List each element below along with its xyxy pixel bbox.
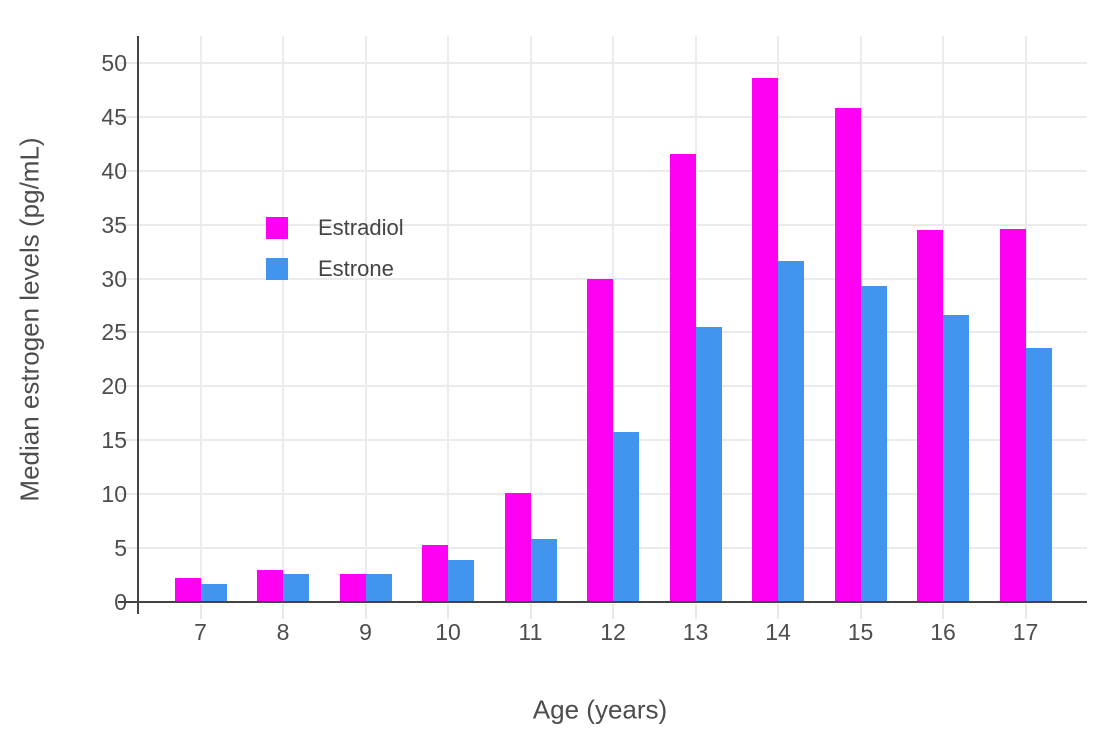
y-tick-label-25: 25 (101, 319, 127, 346)
x-axis-line (118, 600, 1087, 603)
legend-label-estradiol: Estradiol (318, 215, 404, 240)
x-axis-title: Age (years) (532, 694, 668, 725)
x-tick-label-11: 11 (518, 619, 543, 645)
x-gridline-13 (694, 36, 697, 602)
bar-estradiol-15[interactable] (834, 108, 861, 602)
y-tick-label-0: 0 (57, 587, 127, 617)
x-tick-label-8: 8 (276, 619, 290, 645)
y-axis-title-text: Median estrogen levels (pg/mL) (14, 136, 45, 502)
y-axis-line (136, 36, 139, 614)
bar-estrone-17[interactable] (1025, 347, 1052, 602)
x-gridline-9 (364, 36, 367, 602)
y-tick-10 (119, 493, 138, 496)
bar-estradiol-11[interactable] (504, 493, 531, 602)
y-tick-label-45: 45 (101, 103, 127, 130)
bar-estrone-13[interactable] (695, 327, 722, 602)
x-tick-9 (364, 604, 367, 619)
x-tick-7 (199, 604, 202, 619)
y-axis-title: Median estrogen levels (pg/mL) (8, 36, 52, 602)
bar-estradiol-12[interactable] (587, 278, 613, 602)
x-tick-11 (529, 604, 532, 619)
x-tick-10 (447, 604, 449, 619)
x-tick-label-10: 10 (435, 619, 461, 645)
legend-label-estrone: Estrone (318, 256, 394, 281)
bar-estrone-9[interactable] (365, 573, 392, 602)
y-tick-label-10: 10 (101, 481, 127, 508)
y-tick-label-50: 50 (101, 49, 127, 76)
x-tick-12 (612, 604, 614, 619)
x-tick-label-7: 7 (194, 619, 207, 645)
bar-estrone-7[interactable] (200, 583, 227, 602)
y-tick-label-20: 20 (101, 373, 127, 400)
x-tick-label-15: 15 (847, 619, 874, 645)
bar-estradiol-8[interactable] (257, 569, 283, 602)
x-tick-15 (859, 604, 862, 619)
bar-estrone-8[interactable] (283, 573, 309, 602)
x-tick-label-12: 12 (600, 619, 626, 645)
y-tick-15 (119, 439, 138, 442)
x-gridline-12 (612, 36, 614, 602)
x-gridline-8 (282, 36, 284, 602)
x-tick-label-16: 16 (930, 619, 956, 645)
bar-estradiol-14[interactable] (752, 78, 778, 602)
y-tick-40 (119, 169, 138, 172)
y-tick-30 (119, 277, 138, 280)
bar-estradiol-7[interactable] (174, 578, 201, 602)
x-tick-17 (1024, 604, 1027, 619)
y-tick-label-15: 15 (101, 427, 127, 454)
y-tick-45 (119, 115, 138, 118)
x-gridline-11 (529, 36, 532, 602)
y-tick-35 (119, 223, 138, 226)
bar-estrone-11[interactable] (530, 539, 557, 602)
bar-estrone-15[interactable] (860, 286, 887, 602)
x-tick-8 (282, 604, 284, 619)
y-tick-5 (119, 547, 138, 550)
bar-estradiol-9[interactable] (339, 573, 366, 602)
y-tick-50 (119, 61, 138, 64)
y-tick-25 (119, 331, 138, 334)
x-gridline-17 (1024, 36, 1027, 602)
y-tick-label-5: 5 (114, 535, 127, 562)
x-tick-label-17: 17 (1012, 619, 1039, 645)
x-gridline-10 (447, 36, 449, 602)
x-tick-16 (942, 604, 944, 619)
bar-estrone-14[interactable] (778, 261, 804, 602)
bar-estradiol-16[interactable] (917, 230, 943, 602)
bar-estradiol-17[interactable] (999, 228, 1026, 602)
y-tick-20 (119, 385, 138, 388)
estrone-swatch-icon (266, 258, 288, 280)
bar-estrone-10[interactable] (448, 559, 474, 602)
x-tick-13 (694, 604, 697, 619)
y-tick-label-30: 30 (101, 265, 127, 292)
x-tick-label-13: 13 (682, 619, 709, 645)
bar-estradiol-13[interactable] (669, 153, 696, 602)
y-tick-label-40: 40 (101, 157, 127, 184)
legend: Estradiol Estrone (266, 215, 404, 282)
x-tick-label-14: 14 (765, 619, 791, 645)
legend-item-estradiol[interactable]: Estradiol (266, 215, 404, 241)
y-tick-label-35: 35 (101, 211, 127, 238)
x-tick-14 (777, 604, 779, 619)
bar-estrone-16[interactable] (943, 315, 969, 602)
bar-estrone-12[interactable] (613, 431, 639, 602)
estradiol-swatch-icon (266, 217, 288, 239)
legend-item-estrone[interactable]: Estrone (266, 256, 404, 282)
x-tick-label-9: 9 (359, 619, 372, 645)
x-gridline-7 (199, 36, 202, 602)
bar-estradiol-10[interactable] (422, 544, 448, 602)
